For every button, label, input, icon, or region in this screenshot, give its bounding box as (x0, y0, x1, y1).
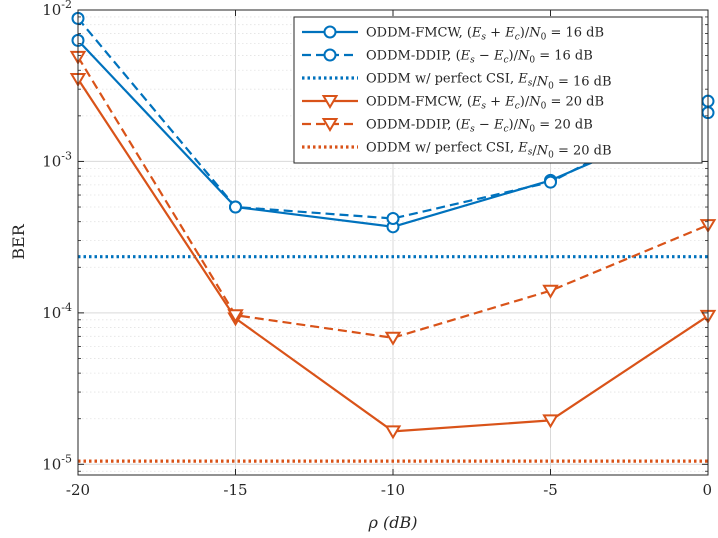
y-tick-label: 10-4 (42, 301, 72, 322)
y-tick-label: 10-3 (42, 149, 72, 170)
series-line (77, 56, 709, 339)
legend-swatch-marker (321, 118, 339, 132)
legend-swatch-marker (321, 95, 339, 109)
legend-label: ODDM-DDIP, (Es − Ec)/N0 = 16 dB (366, 49, 593, 66)
legend-label: ODDM-DDIP, (Es − Ec)/N0 = 20 dB (366, 118, 593, 135)
x-axis-title: ρ (dB) (368, 513, 418, 532)
legend-swatch-marker (323, 48, 337, 62)
x-tick-label: -20 (66, 481, 90, 499)
legend-label: ODDM-FMCW, (Es + Ec)/N0 = 16 dB (366, 26, 604, 43)
y-tick-label: 10-5 (42, 452, 72, 473)
x-tick-label: -5 (543, 481, 558, 499)
data-point (384, 425, 402, 440)
legend-swatch-marker (323, 25, 337, 39)
x-tick-label: -10 (381, 481, 405, 499)
data-point (542, 284, 559, 299)
data-point (544, 175, 557, 189)
data-point (542, 414, 559, 429)
x-tick-label: 0 (702, 481, 712, 499)
y-axis-title: BER (9, 223, 28, 259)
legend-label: ODDM w/ perfect CSI, Es/N0 = 20 dB (366, 141, 612, 161)
x-tick-label: -15 (223, 481, 247, 499)
axes: 10-2 10-3 10-4 10-5 -20 -15 -10 -5 0 (42, 0, 712, 499)
legend: ODDM-FMCW, (Es + Ec)/N0 = 16 dB ODDM-DDIP… (293, 16, 703, 164)
legend-box (293, 16, 703, 164)
data-point (229, 200, 242, 214)
data-point (227, 309, 244, 324)
legend-label: ODDM w/ perfect CSI, Es/N0 = 16 dB (366, 72, 612, 92)
y-tick-label: 10-2 (42, 0, 72, 19)
legend-label: ODDM-FMCW, (Es + Ec)/N0 = 20 dB (366, 95, 604, 112)
data-point (386, 211, 400, 225)
data-point (384, 331, 402, 346)
